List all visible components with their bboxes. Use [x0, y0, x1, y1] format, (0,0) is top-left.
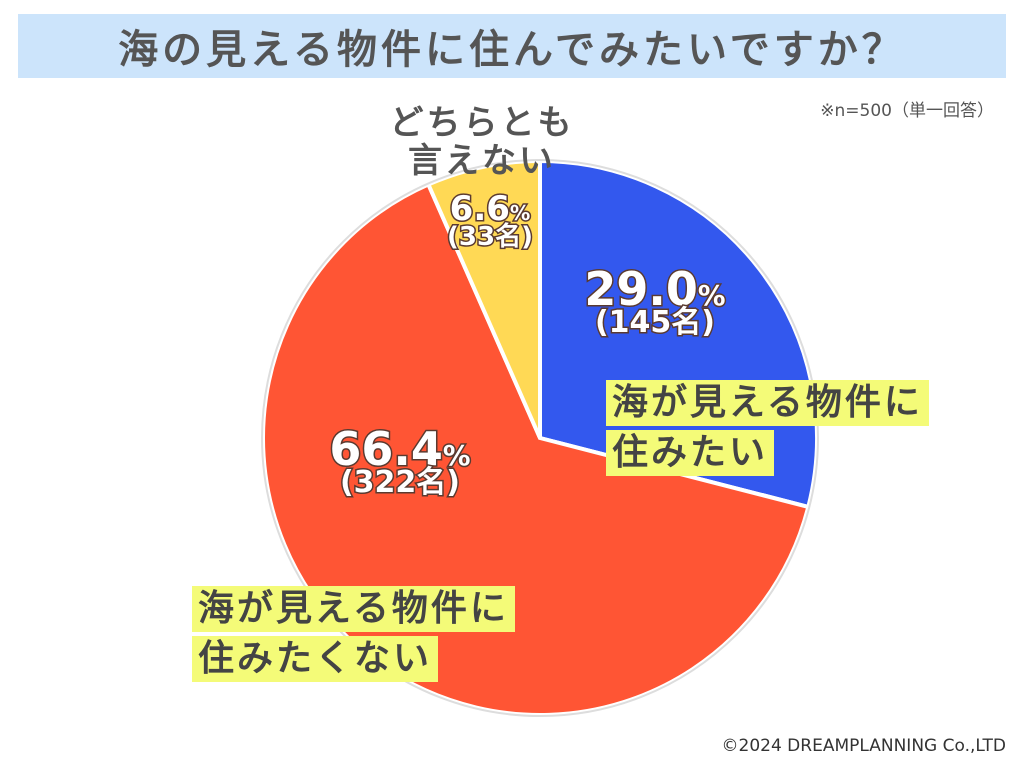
- copyright: ©2024 DREAMPLANNING Co.,LTD: [721, 736, 1006, 756]
- percent-label-want: 29.0%: [584, 262, 725, 316]
- percent-label-neither: 6.6%: [450, 189, 531, 229]
- chart-title: 海の見える物件に住んでみたいですか？: [18, 14, 1006, 78]
- pie-slice-neither: [425, 158, 542, 439]
- label-neither: どちらとも 言えない: [389, 103, 575, 181]
- label-want: 海が見える物件に 住みたい: [606, 380, 929, 480]
- pie-outline: [261, 159, 819, 717]
- count-label-neither: (33名): [447, 221, 533, 252]
- count-label-not-want: (322名): [340, 465, 460, 500]
- percent-label-not-want: 66.4%: [329, 422, 470, 476]
- count-label-want: (145名): [595, 305, 715, 340]
- sample-note: ※n=500（単一回答）: [820, 101, 994, 121]
- label-not-want: 海が見える物件に 住みたくない: [192, 586, 515, 686]
